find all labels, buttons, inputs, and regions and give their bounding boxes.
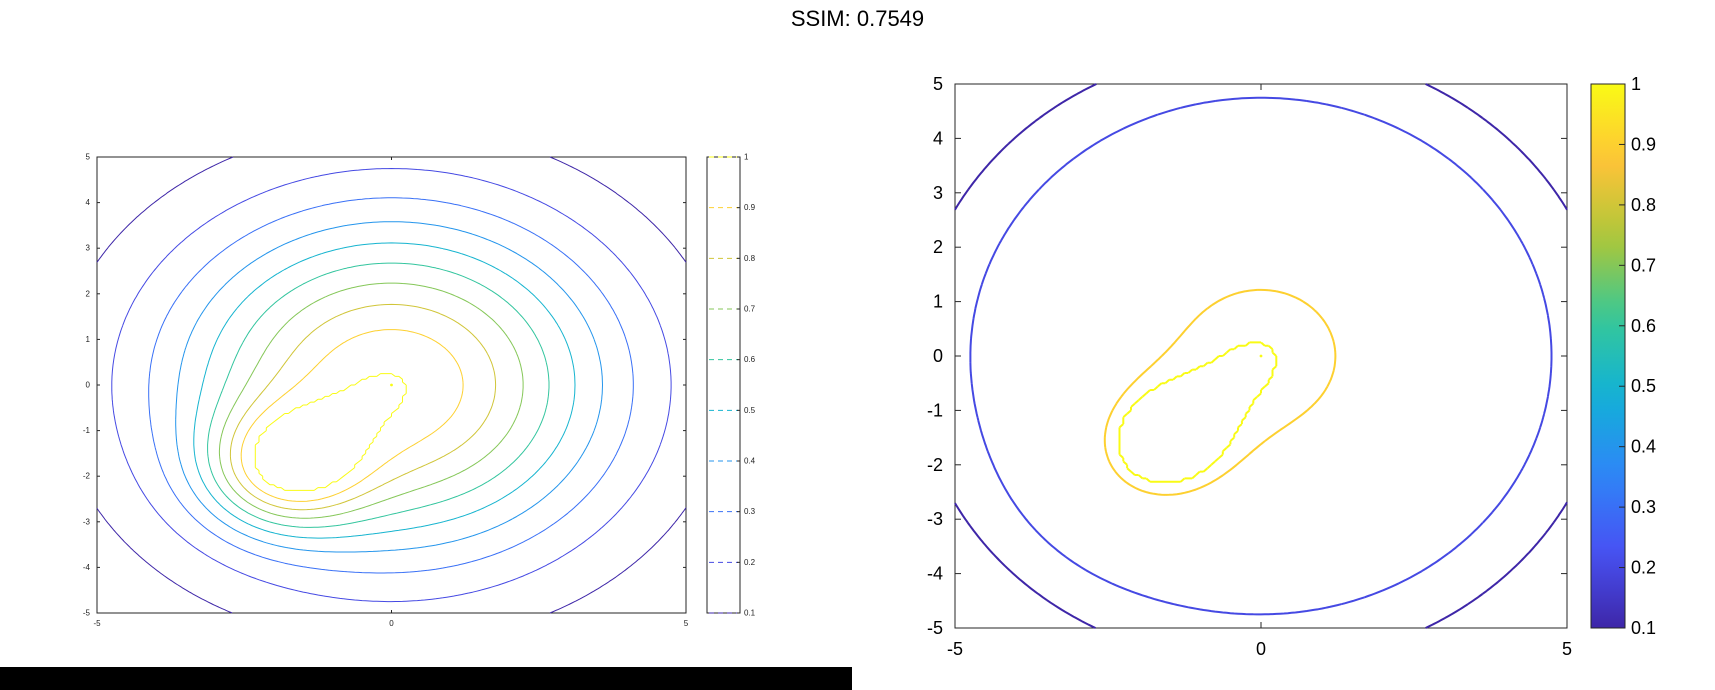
contour-level-0.9 [240,329,464,502]
colorbar-tick-label: 0.6 [744,355,756,364]
contour-level-0.9 [1103,288,1337,496]
black-bar [0,667,852,690]
contour-level-0.6 [207,262,550,528]
colorbar-tick-label: 0.3 [744,507,756,516]
colorbar [706,156,741,614]
colorbar-tick-label: 0.1 [1631,618,1656,638]
contour-level-0.5 [193,242,576,539]
colorbar-tick-label: 0.6 [1631,316,1656,336]
y-tick-label: -1 [927,400,943,420]
peak-marker [390,383,393,387]
peak-marker [1259,354,1263,358]
colorbar-tick-label: 1 [1631,74,1641,94]
colorbar-tick-label: 0.8 [744,254,756,263]
figure-title: SSIM: 0.7549 [790,6,925,31]
y-tick-label: 5 [86,153,91,162]
y-tick-label: 1 [933,292,943,312]
colorbar-tick-label: 0.8 [1631,195,1656,215]
y-tick-label: -3 [83,517,91,526]
x-tick-label: 0 [1256,639,1266,659]
contour-level-1 [1118,341,1278,483]
y-tick-label: -5 [927,618,943,638]
x-tick-label: -5 [93,619,101,628]
colorbar-tick-label: 0.5 [744,406,756,415]
y-tick-label: -4 [83,563,91,572]
y-tick-label: -1 [83,426,91,435]
colorbar-tick-label: 0.4 [1631,437,1656,457]
colorbar-tick-label: 0.7 [1631,255,1656,275]
y-tick-label: 3 [86,244,91,253]
x-tick-label: 5 [684,619,689,628]
colorbar-tick-label: 0.3 [1631,497,1656,517]
y-tick-label: 4 [933,128,943,148]
contour-level-0.2 [111,168,672,603]
contour-plot-2: -5 0 5 5 4 3 2 1 0 -1 -2 -3 -4 -5 1 0.9 0.8 0.7 0.6 0.5 0.4 0… [927,74,1656,659]
y-tick-label: 2 [933,237,943,257]
colorbar [1590,83,1626,629]
y-tick-label: -2 [83,472,91,481]
y-tick-label: 0 [933,346,943,366]
y-tick-label: 4 [86,198,91,207]
colorbar-tick-label: 0.7 [744,305,756,314]
colorbar-tick-label: 0.2 [744,558,756,567]
contour-level-1 [254,373,407,491]
colorbar-tick-label: 0.2 [1631,558,1656,578]
y-tick-label: -5 [83,609,91,618]
contour-level-0.8 [229,303,497,511]
contour-plot-1: -5 0 5 5 4 3 2 1 0 -1 -2 -3 -4 -5 1 0.9 0.8 0.7 0.6 0.5 0.4 0… [83,153,756,629]
x-tick-label: 5 [1562,639,1572,659]
colorbar-tick-label: 0.5 [1631,376,1656,396]
y-tick-label: 1 [86,335,91,344]
colorbar-tick-label: 0.4 [744,457,756,466]
colorbar-tick-label: 0.1 [744,609,756,618]
contour-level-0.1 [96,156,687,614]
colorbar-tick-label: 0.9 [744,203,756,212]
colorbar-tick-label: 0.9 [1631,134,1656,154]
contour-level-0.4 [175,221,603,553]
contour-level-0.2 [969,96,1553,616]
x-tick-label: 0 [389,619,394,628]
y-tick-label: -3 [927,509,943,529]
contour-level-0.3 [148,197,634,574]
y-tick-label: 2 [86,289,91,298]
colorbar-tick-label: 1 [744,153,749,162]
y-tick-label: 0 [86,381,91,390]
x-tick-label: -5 [947,639,963,659]
y-tick-label: -2 [927,455,943,475]
y-tick-label: 3 [933,183,943,203]
y-tick-label: 5 [933,74,943,94]
y-tick-label: -4 [927,564,943,584]
contour-level-0.1 [954,83,1568,629]
contour-level-0.7 [218,282,524,519]
